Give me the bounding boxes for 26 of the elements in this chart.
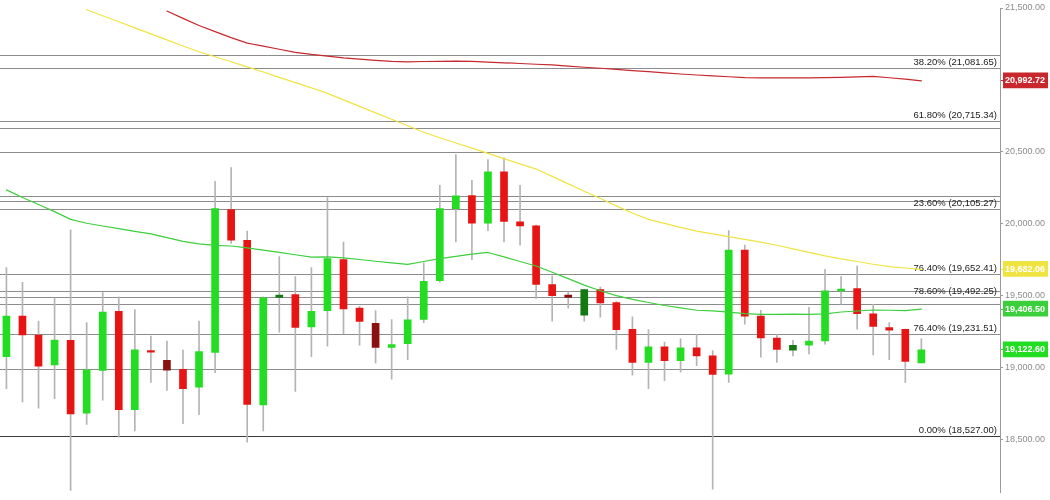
candlestick <box>805 307 813 355</box>
ref-line-label: 38.20% (21,081.65) <box>913 56 997 68</box>
ref-line-label: 0.00% (18,527.00) <box>918 424 997 436</box>
candlestick <box>885 322 894 361</box>
ref-line-label: 61.80% (20,715.34) <box>913 109 997 121</box>
ref-line-label: 23.60% (20,105.27) <box>913 197 997 209</box>
y-tick-label: 18,500.00 <box>1005 433 1046 444</box>
y-tick-label: 20,000.00 <box>1005 218 1046 229</box>
y-tick-label: 19,406.50 <box>1005 303 1046 314</box>
ref-line-label: 78.60% (19,492.25) <box>913 285 997 297</box>
candlestick <box>516 184 524 246</box>
ref-line-label: 76.40% (19,231.51) <box>913 322 997 334</box>
candlestick <box>564 291 573 309</box>
candlestick <box>452 154 460 243</box>
candlestick <box>275 256 284 333</box>
candlestick <box>147 335 155 383</box>
ref-line-label: 76.40% (19,652.41) <box>913 262 997 274</box>
candlestick <box>163 340 171 391</box>
y-tick-label: 19,122.60 <box>1005 344 1046 355</box>
y-tick-label: 19,000.00 <box>1005 361 1046 372</box>
y-tick-label: 20,500.00 <box>1005 146 1046 157</box>
y-tick-label: 19,682.06 <box>1005 263 1046 274</box>
y-tick-label: 19,500.00 <box>1005 290 1046 301</box>
candlestick <box>708 350 717 490</box>
y-tick-label: 20,992.72 <box>1005 75 1046 86</box>
y-tick-label: 21,500.00 <box>1005 2 1046 13</box>
